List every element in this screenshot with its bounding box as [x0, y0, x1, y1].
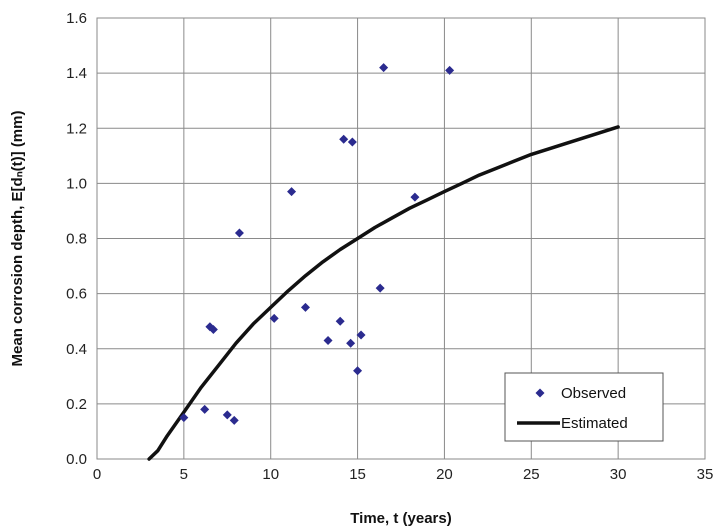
observed-point [335, 316, 345, 326]
observed-point [300, 302, 310, 312]
observed-point [234, 228, 244, 238]
y-tick-label: 1.6 [66, 10, 87, 27]
y-tick-label: 0.8 [66, 231, 87, 248]
y-tick-label: 0.6 [66, 286, 87, 303]
observed-point [229, 415, 239, 425]
y-tick-label: 1.4 [66, 65, 87, 82]
y-tick-label: 1.2 [66, 120, 87, 137]
observed-point [323, 335, 333, 345]
observed-point [179, 413, 189, 423]
observed-point [339, 134, 349, 144]
x-tick-label: 25 [523, 466, 540, 483]
x-tick-labels: 0 5 10 15 20 25 30 35 [93, 466, 714, 483]
legend: Observed Estimated [504, 372, 664, 442]
y-axis-title: Mean corrosion depth, E[dₙ(t)] (mm) [9, 111, 26, 367]
x-tick-label: 10 [262, 466, 279, 483]
observed-point [287, 187, 297, 197]
legend-label: Estimated [561, 415, 628, 432]
legend-observed-marker [535, 388, 545, 398]
observed-point [222, 410, 232, 420]
observed-point [347, 137, 357, 147]
x-tick-label: 30 [610, 466, 627, 483]
observed-point [208, 324, 218, 334]
x-tick-label: 5 [180, 466, 188, 483]
observed-point [379, 63, 389, 73]
x-tick-label: 35 [697, 466, 714, 483]
x-tick-label: 15 [349, 466, 366, 483]
observed-point [410, 192, 420, 202]
legend-items: Observed Estimated [517, 385, 628, 432]
legend-box [504, 372, 664, 442]
legend-label: Observed [561, 385, 626, 402]
x-tick-label: 20 [436, 466, 453, 483]
y-tick-label: 0.2 [66, 396, 87, 413]
x-axis-title: Time, t (years) [350, 510, 451, 527]
observed-point [356, 330, 366, 340]
x-tick-label: 0 [93, 466, 101, 483]
observed-point [200, 404, 210, 414]
y-tick-label: 1.0 [66, 175, 87, 192]
plot-frame [96, 17, 706, 460]
observed-point [375, 283, 385, 293]
y-tick-label: 0.4 [66, 341, 87, 358]
observed-point [353, 366, 363, 376]
estimated-line [147, 125, 620, 461]
observed-point [346, 338, 356, 348]
observed-point [269, 313, 279, 323]
observed-point [445, 65, 455, 75]
series-layer [147, 63, 620, 461]
y-tick-label: 0.0 [66, 451, 87, 468]
y-tick-labels: 0.0 0.2 0.4 0.6 0.8 1.0 1.2 1.4 1.6 [66, 10, 87, 468]
